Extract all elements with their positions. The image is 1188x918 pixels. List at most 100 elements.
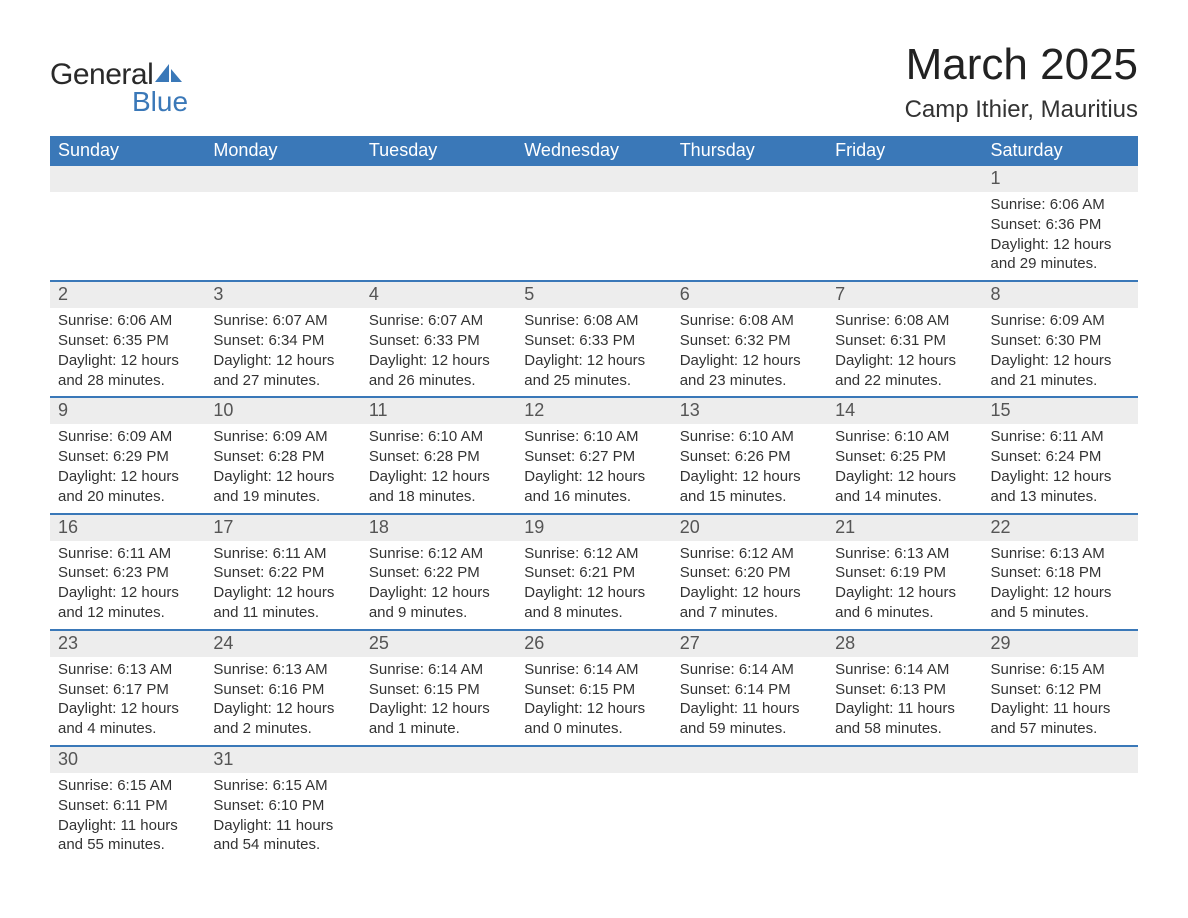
day-cell [672, 773, 827, 861]
day-cell: Sunrise: 6:15 AMSunset: 6:11 PMDaylight:… [50, 773, 205, 861]
day-cell: Sunrise: 6:08 AMSunset: 6:31 PMDaylight:… [827, 308, 982, 396]
sunset-text: Sunset: 6:33 PM [369, 331, 508, 351]
day-cell: Sunrise: 6:11 AMSunset: 6:24 PMDaylight:… [983, 424, 1138, 512]
daylight-text: Daylight: 12 hours and 20 minutes. [58, 467, 197, 507]
daylight-text: Daylight: 12 hours and 22 minutes. [835, 351, 974, 391]
daylight-text: Daylight: 12 hours and 27 minutes. [213, 351, 352, 391]
calendar-week: 16171819202122Sunrise: 6:11 AMSunset: 6:… [50, 513, 1138, 629]
daylight-text: Daylight: 12 hours and 13 minutes. [991, 467, 1130, 507]
daylight-text: Daylight: 12 hours and 12 minutes. [58, 583, 197, 623]
day-cell: Sunrise: 6:11 AMSunset: 6:22 PMDaylight:… [205, 541, 360, 629]
day-number: 19 [516, 515, 671, 541]
daylight-text: Daylight: 11 hours and 59 minutes. [680, 699, 819, 739]
sunrise-text: Sunrise: 6:13 AM [835, 544, 974, 564]
day-cell: Sunrise: 6:13 AMSunset: 6:18 PMDaylight:… [983, 541, 1138, 629]
daylight-text: Daylight: 12 hours and 4 minutes. [58, 699, 197, 739]
day-number: 15 [983, 398, 1138, 424]
daylight-text: Daylight: 11 hours and 54 minutes. [213, 816, 352, 856]
day-number: 21 [827, 515, 982, 541]
daylight-text: Daylight: 12 hours and 7 minutes. [680, 583, 819, 623]
sunrise-text: Sunrise: 6:13 AM [213, 660, 352, 680]
sunrise-text: Sunrise: 6:15 AM [213, 776, 352, 796]
day-cell [516, 192, 671, 280]
daylight-text: Daylight: 12 hours and 6 minutes. [835, 583, 974, 623]
day-cell: Sunrise: 6:08 AMSunset: 6:33 PMDaylight:… [516, 308, 671, 396]
day-cell [205, 192, 360, 280]
day-cell: Sunrise: 6:12 AMSunset: 6:22 PMDaylight:… [361, 541, 516, 629]
day-body-row: Sunrise: 6:15 AM Sunset: 6:11 PM Daylight:… [50, 773, 1138, 861]
day-cell: Sunrise: 6:06 AMSunset: 6:35 PMDaylight:… [50, 308, 205, 396]
day-cell: Sunrise: 6:14 AMSunset: 6:15 PMDaylight:… [516, 657, 671, 745]
sunrise-text: Sunrise: 6:14 AM [524, 660, 663, 680]
day-body-row: Sunrise: 6:11 AMSunset: 6:23 PMDaylight:… [50, 541, 1138, 629]
sunset-text: Sunset: 6:34 PM [213, 331, 352, 351]
month-title: March 2025 [905, 40, 1138, 90]
daylight-text: Daylight: 12 hours and 2 minutes. [213, 699, 352, 739]
daylight-text: Daylight: 12 hours and 19 minutes. [213, 467, 352, 507]
sunset-text: Sunset: 6:31 PM [835, 331, 974, 351]
sunrise-text: Sunrise: 6:06 AM [58, 311, 197, 331]
day-number: 18 [361, 515, 516, 541]
sunset-text: Sunset: 6:27 PM [524, 447, 663, 467]
day-number: 25 [361, 631, 516, 657]
day-number-row: 9101112131415 [50, 398, 1138, 424]
sunset-text: Sunset: 6:10 PM [213, 796, 352, 816]
daylight-text: Daylight: 12 hours and 29 minutes. [991, 235, 1130, 275]
daylight-text: Daylight: 11 hours and 57 minutes. [991, 699, 1130, 739]
sunset-text: Sunset: 6:26 PM [680, 447, 819, 467]
day-body-row: Sunrise: 6:06 AMSunset: 6:36 PMDaylight:… [50, 192, 1138, 280]
day-cell: Sunrise: 6:09 AMSunset: 6:29 PMDaylight:… [50, 424, 205, 512]
calendar-week: 3031 Sunrise: 6:15 AM Sunset: 6:11 PM Dayli… [50, 745, 1138, 861]
daylight-text: Daylight: 12 hours and 15 minutes. [680, 467, 819, 507]
weekday-header: Friday [827, 136, 982, 166]
daylight-text: Daylight: 11 hours and 58 minutes. [835, 699, 974, 739]
day-number [516, 747, 671, 773]
sunrise-text: Sunrise: 6:07 AM [213, 311, 352, 331]
day-number: 28 [827, 631, 982, 657]
sunrise-text: Sunrise: 6:11 AM [213, 544, 352, 564]
day-number [983, 747, 1138, 773]
daylight-text: Daylight: 12 hours and 8 minutes. [524, 583, 663, 623]
weekday-header: Saturday [983, 136, 1138, 166]
sunset-text: Sunset: 6:22 PM [213, 563, 352, 583]
day-number [361, 747, 516, 773]
day-number: 8 [983, 282, 1138, 308]
day-number [672, 747, 827, 773]
weeks-container: 1 Sunrise: 6:06 AMSunset: 6:36 PMDayligh… [50, 166, 1138, 861]
day-cell: Sunrise: 6:15 AMSunset: 6:12 PMDaylight:… [983, 657, 1138, 745]
sunrise-text: Sunrise: 6:06 AM [991, 195, 1130, 215]
day-number: 23 [50, 631, 205, 657]
daylight-text: Daylight: 12 hours and 18 minutes. [369, 467, 508, 507]
sunset-text: Sunset: 6:21 PM [524, 563, 663, 583]
day-body-row: Sunrise: 6:06 AMSunset: 6:35 PM Daylight:… [50, 308, 1138, 396]
day-number: 13 [672, 398, 827, 424]
day-cell: Sunrise: 6:09 AMSunset: 6:30 PMDaylight:… [983, 308, 1138, 396]
day-number: 22 [983, 515, 1138, 541]
day-number [205, 166, 360, 192]
day-cell [50, 192, 205, 280]
day-number [516, 166, 671, 192]
sunrise-text: Sunrise: 6:14 AM [835, 660, 974, 680]
daylight-text: Daylight: 12 hours and 16 minutes. [524, 467, 663, 507]
weekday-header-row: SundayMondayTuesdayWednesdayThursdayFrid… [50, 136, 1138, 166]
day-number-row: 3031 [50, 747, 1138, 773]
day-cell [516, 773, 671, 861]
day-cell: Sunrise: 6:14 AMSunset: 6:13 PMDaylight:… [827, 657, 982, 745]
header: General Blue March 2025 Camp Ithier, Mau… [50, 40, 1138, 124]
weekday-header: Sunday [50, 136, 205, 166]
sunset-text: Sunset: 6:35 PM [58, 331, 197, 351]
calendar: SundayMondayTuesdayWednesdayThursdayFrid… [50, 136, 1138, 861]
day-cell: Sunrise: 6:12 AMSunset: 6:20 PMDaylight:… [672, 541, 827, 629]
sunrise-text: Sunrise: 6:12 AM [524, 544, 663, 564]
day-number: 3 [205, 282, 360, 308]
day-cell: Sunrise: 6:14 AMSunset: 6:14 PMDaylight:… [672, 657, 827, 745]
daylight-text: Daylight: 12 hours and 9 minutes. [369, 583, 508, 623]
day-number: 29 [983, 631, 1138, 657]
sunset-text: Sunset: 6:13 PM [835, 680, 974, 700]
calendar-week: 2345678Sunrise: 6:06 AMSunset: 6:35 PMDa… [50, 280, 1138, 396]
sunset-text: Sunset: 6:15 PM [524, 680, 663, 700]
sunrise-text: Sunrise: 6:09 AM [991, 311, 1130, 331]
sunset-text: Sunset: 6:11 PM [58, 796, 197, 816]
logo-text-blue: Blue [132, 86, 188, 118]
day-cell: Sunrise: 6:07 AMSunset: 6:34 PMDaylight:… [205, 308, 360, 396]
